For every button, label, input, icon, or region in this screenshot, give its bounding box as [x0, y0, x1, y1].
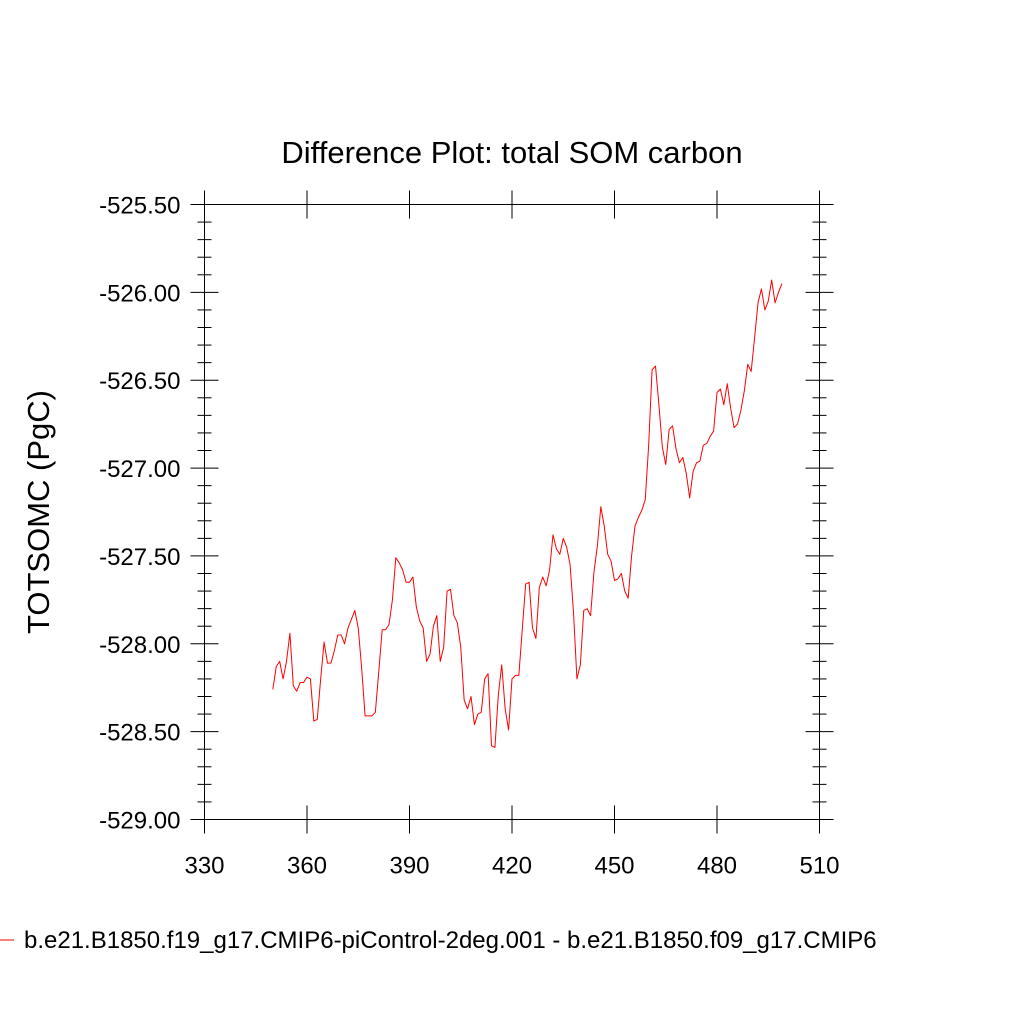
series-line	[272, 279, 783, 748]
y-tick-label: -526.00	[99, 280, 180, 307]
legend: b.e21.B1850.f19_g17.CMIP6-piControl-2deg…	[0, 927, 877, 954]
x-tick-labels: 330 360 390 420 450 480 510	[184, 853, 839, 880]
chart-title: Difference Plot: total SOM carbon	[281, 135, 742, 170]
x-tick-label: 390	[389, 853, 429, 880]
y-tick-label: -526.50	[99, 368, 180, 395]
y-tick-label: -529.00	[99, 808, 180, 835]
plot-frame	[204, 204, 820, 820]
axis-ticks	[190, 190, 834, 834]
y-axis-label: TOTSOMC (PgC)	[21, 390, 56, 634]
y-tick-label: -527.50	[99, 544, 180, 571]
x-tick-label: 480	[697, 853, 737, 880]
y-tick-label: -527.00	[99, 456, 180, 483]
y-tick-label: -528.50	[99, 720, 180, 747]
legend-label: b.e21.B1850.f19_g17.CMIP6-piControl-2deg…	[24, 927, 877, 954]
y-tick-label: -525.50	[99, 193, 180, 220]
y-tick-label: -528.00	[99, 632, 180, 659]
x-tick-label: 330	[184, 853, 224, 880]
x-tick-label: 420	[492, 853, 532, 880]
x-tick-label: 450	[594, 853, 634, 880]
y-tick-labels: -529.00 -528.50 -528.00 -527.50 -527.00 -526.…	[99, 193, 180, 835]
series-layer	[272, 279, 783, 748]
x-tick-label: 360	[287, 853, 327, 880]
x-tick-label: 510	[799, 853, 839, 880]
